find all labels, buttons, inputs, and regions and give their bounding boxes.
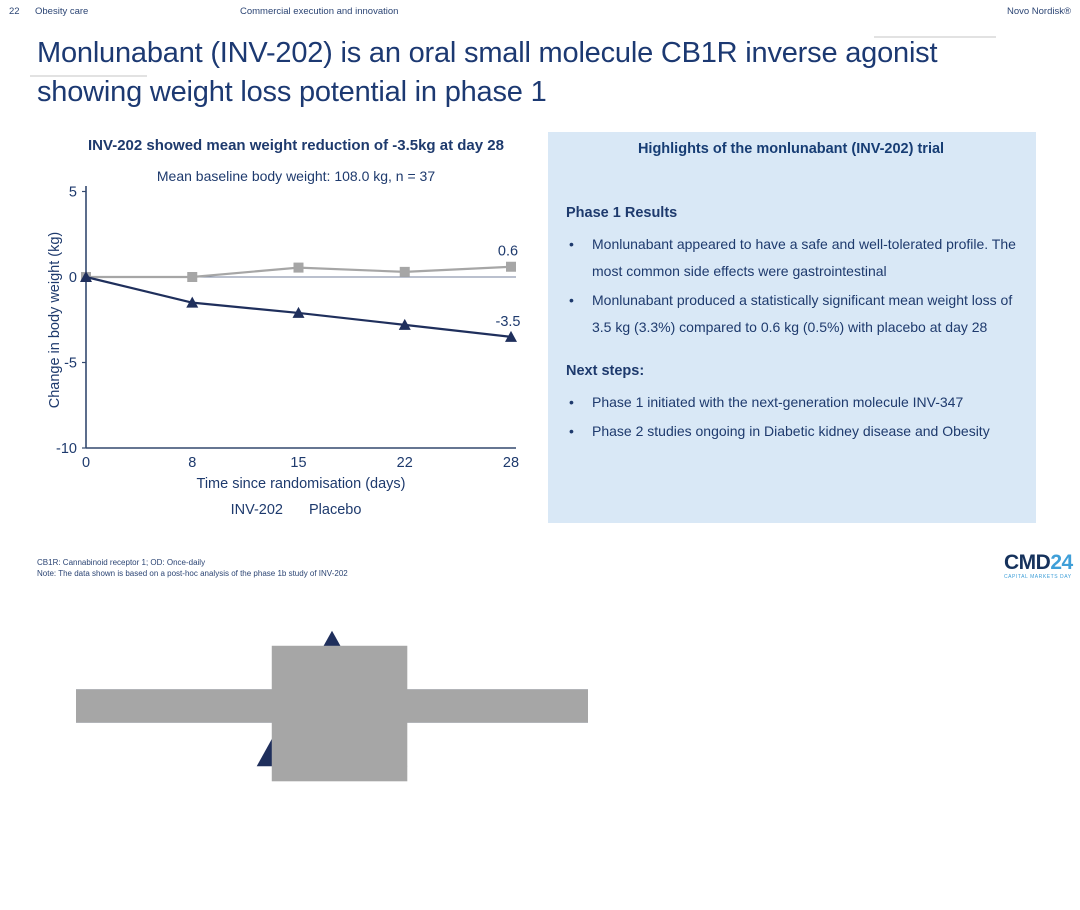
bullet-dot: • bbox=[569, 292, 574, 308]
weight-change-chart: INV-202 showed mean weight reduction of … bbox=[30, 132, 588, 782]
y-tick-label: 0 bbox=[69, 270, 77, 286]
x-tick-label: 8 bbox=[188, 455, 196, 471]
cmd24-logo-text: CMD24 bbox=[1004, 551, 1073, 574]
x-axis-label: Time since randomisation (days) bbox=[196, 476, 406, 492]
x-tick-label: 15 bbox=[290, 455, 306, 471]
marker-square bbox=[187, 272, 198, 282]
panel-section-heading: Phase 1 Results bbox=[566, 205, 678, 221]
bullet-item: • Monlunabant produced a statistically si… bbox=[566, 287, 1016, 341]
bullet-item: • Phase 2 studies ongoing in Diabetic kid… bbox=[566, 418, 1016, 445]
header-track-label: Commercial execution and innovation bbox=[240, 6, 399, 17]
bullet-text: Monlunabant appeared to have a safe and … bbox=[592, 236, 1016, 279]
chart-subtitle: Mean baseline body weight: 108.0 kg, n =… bbox=[156, 168, 436, 184]
marker-square bbox=[293, 262, 304, 273]
slide-title: Monlunabant (INV-202) is an oral small m… bbox=[37, 37, 938, 108]
highlights-panel: Highlights of the monlunabant (INV-202) … bbox=[548, 132, 1036, 523]
legend-label: INV-202 bbox=[230, 502, 283, 518]
marker-square bbox=[506, 261, 516, 272]
x-tick-label: 22 bbox=[397, 455, 413, 471]
bullet-dot: • bbox=[569, 394, 574, 410]
y-tick-label: 5 bbox=[69, 185, 77, 201]
y-tick-label: -5 bbox=[64, 356, 77, 372]
footnote-line: Note: The data shown is based on a post-… bbox=[37, 569, 348, 578]
header-section-label: Obesity care bbox=[35, 6, 89, 17]
bullet-item: • Monlunabant appeared to have a safe and… bbox=[566, 231, 1016, 285]
legend-label: Placebo bbox=[309, 502, 362, 518]
footnote-line: CB1R: Cannabinoid receptor 1; OD: Once-d… bbox=[37, 558, 206, 567]
bullet-item: • Phase 1 initiated with the next-generat… bbox=[566, 389, 1016, 416]
logo-cmd-part: CMD bbox=[1004, 551, 1051, 574]
logo-caption: CAPITAL MARKETS DAY bbox=[1004, 574, 1072, 580]
bullet-text: Phase 1 initiated with the next-generati… bbox=[592, 394, 964, 410]
x-tick-label: 28 bbox=[503, 455, 519, 471]
page-number: 22 bbox=[9, 6, 20, 17]
footnotes: CB1R: Cannabinoid receptor 1; OD: Once-d… bbox=[37, 557, 348, 579]
legend-item-placebo: Placebo bbox=[76, 502, 588, 782]
series-end-label: 0.6 bbox=[498, 244, 518, 260]
artifact-line bbox=[30, 75, 147, 77]
marker-square bbox=[399, 266, 410, 277]
panel-sections: Phase 1 Results • Monlunabant appeared to … bbox=[566, 203, 1016, 445]
chart-legend: INV-202 Placebo bbox=[76, 502, 588, 782]
panel-title: Highlights of the monlunabant (INV-202) … bbox=[637, 141, 945, 157]
marker-triangle bbox=[186, 296, 199, 308]
chart-title: INV-202 showed mean weight reduction of … bbox=[88, 137, 504, 154]
marker-triangle bbox=[398, 318, 411, 330]
chart-svg: 5 0 -5 -10 0 8 15 22 28 0.6 -3.5 bbox=[56, 185, 521, 472]
marker-triangle bbox=[80, 271, 92, 282]
x-tick-label: 0 bbox=[82, 455, 90, 471]
artifact-line bbox=[874, 36, 996, 38]
logo-year-part: 24 bbox=[1050, 551, 1073, 574]
bullet-dot: • bbox=[569, 236, 574, 252]
marker-triangle bbox=[505, 330, 517, 342]
series-end-label: -3.5 bbox=[496, 314, 521, 330]
marker-triangle bbox=[292, 306, 305, 318]
panel-section-heading: Next steps: bbox=[566, 363, 645, 379]
y-axis-label: Change in body weight (kg) bbox=[47, 231, 63, 409]
y-tick-label: -10 bbox=[56, 441, 77, 457]
bullet-dot: • bbox=[569, 423, 574, 439]
header-company-name: Novo Nordisk® bbox=[1006, 6, 1071, 17]
cmd24-logo: CMD24 CAPITAL MARKETS DAY bbox=[1004, 551, 1073, 581]
bullet-text: Monlunabant produced a statistically sig… bbox=[592, 292, 1013, 335]
bullet-text: Phase 2 studies ongoing in Diabetic kidn… bbox=[592, 423, 990, 439]
slide: { "header": { "page_number": "22", "sect… bbox=[9, 6, 1074, 782]
